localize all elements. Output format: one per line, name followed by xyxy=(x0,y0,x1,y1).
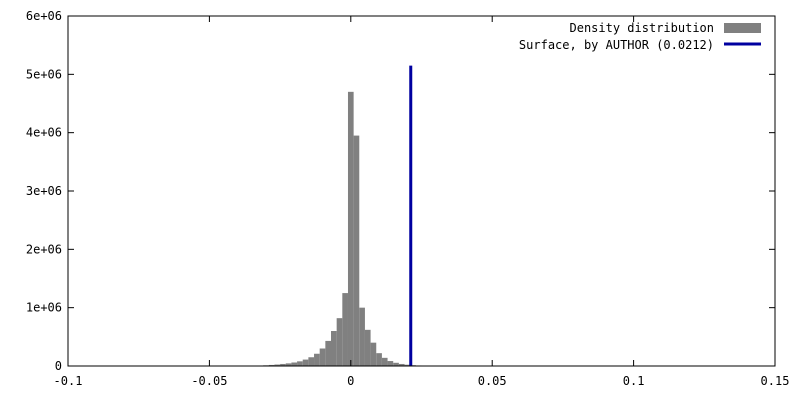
x-tick-label: 0.05 xyxy=(478,374,507,388)
y-tick-label: 1e+06 xyxy=(26,301,62,315)
histogram-bar xyxy=(274,364,281,366)
histogram-bars xyxy=(251,91,456,367)
legend-swatch-density xyxy=(724,23,761,33)
histogram-bar xyxy=(398,363,405,366)
y-tick-label: 4e+06 xyxy=(26,126,62,140)
axis-ticks xyxy=(67,15,776,367)
histogram-bar xyxy=(308,357,315,366)
x-tick-label: 0 xyxy=(347,374,354,388)
histogram-bar xyxy=(393,362,399,366)
plot-frame xyxy=(67,15,776,367)
histogram-bar xyxy=(353,135,360,366)
y-tick-label: 3e+06 xyxy=(26,184,62,198)
x-tick-label: -0.1 xyxy=(54,374,83,388)
x-tick-labels: -0.1 -0.05 0 0.05 0.1 0.15 xyxy=(54,374,790,388)
histogram-bar xyxy=(280,363,286,366)
histogram-bar xyxy=(291,362,298,366)
x-tick-label: 0.1 xyxy=(623,374,645,388)
histogram-bar xyxy=(359,307,365,366)
x-tick-label: -0.05 xyxy=(191,374,227,388)
y-tick-label: 5e+06 xyxy=(26,67,62,81)
y-tick-label: 6e+06 xyxy=(26,9,62,23)
histogram-bar xyxy=(285,363,292,366)
histogram-bar xyxy=(347,91,354,366)
legend-label-surface: Surface, by AUTHOR (0.0212) xyxy=(519,38,714,52)
y-tick-label: 2e+06 xyxy=(26,242,62,256)
histogram-bar xyxy=(302,359,309,366)
histogram-bar xyxy=(319,348,326,366)
histogram-bar xyxy=(376,353,382,366)
histogram-bar xyxy=(297,361,303,366)
legend-label-density: Density distribution xyxy=(570,21,715,35)
histogram-bar xyxy=(336,318,343,366)
x-tick-label: 0.15 xyxy=(761,374,790,388)
histogram-bar xyxy=(314,353,320,366)
histogram-bar xyxy=(268,364,275,366)
histogram-bar xyxy=(331,331,337,366)
histogram-bar xyxy=(364,329,371,366)
histogram-bar xyxy=(404,364,411,366)
histogram-bar xyxy=(381,357,388,366)
y-tick-labels: 0 1e+06 2e+06 3e+06 4e+06 5e+06 6e+06 xyxy=(26,9,62,373)
legend: Density distribution Surface, by AUTHOR … xyxy=(519,21,761,52)
histogram-bar xyxy=(325,340,332,366)
y-tick-label: 0 xyxy=(55,359,62,373)
histogram-bar xyxy=(342,293,348,366)
histogram-bar xyxy=(387,361,394,366)
histogram-bar xyxy=(370,342,377,366)
